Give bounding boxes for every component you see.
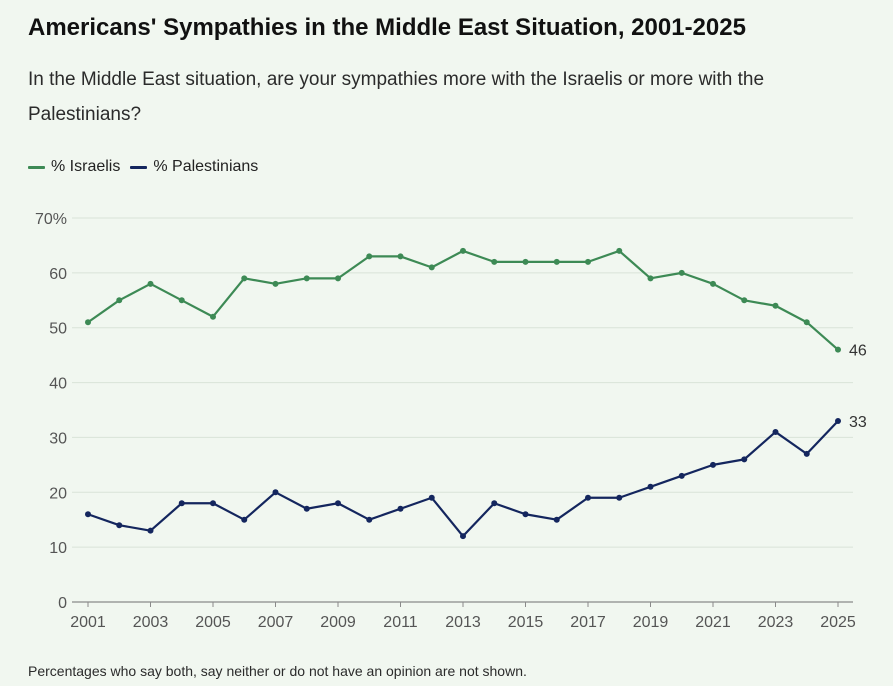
data-point-palestinians-2016 <box>553 516 560 523</box>
x-tick-label-2011: 2011 <box>383 614 418 631</box>
data-point-israelis-2001 <box>85 319 91 326</box>
data-point-israelis-2008 <box>303 275 310 282</box>
data-point-israelis-2025 <box>835 346 841 353</box>
chart-subtitle: In the Middle East situation, are your s… <box>28 69 765 125</box>
data-point-israelis-2024 <box>803 319 810 326</box>
y-tick-label-40: 40 <box>49 376 67 393</box>
legend-label-palestinians: % Palestinians <box>153 158 259 175</box>
data-point-israelis-2021 <box>710 280 716 287</box>
data-point-israelis-2003 <box>147 280 154 287</box>
data-point-israelis-2011 <box>397 253 404 260</box>
legend-item-israelis: % Israelis <box>28 158 120 176</box>
series-line-israelis <box>86 249 840 351</box>
x-tick-label-2021: 2021 <box>695 614 731 631</box>
end-label-israelis: 46 <box>849 343 867 360</box>
data-point-israelis-2013 <box>460 247 466 254</box>
legend-swatch-israelis <box>28 165 45 169</box>
data-point-palestinians-2012 <box>428 494 435 501</box>
data-point-palestinians-2018 <box>616 494 623 501</box>
data-point-israelis-2016 <box>553 258 560 265</box>
data-point-israelis-2007 <box>272 280 279 287</box>
x-tick-label-2013: 2013 <box>445 614 481 631</box>
data-point-palestinians-2006 <box>241 516 248 523</box>
data-point-israelis-2009 <box>335 275 341 282</box>
x-tick-label-2005: 2005 <box>195 614 231 631</box>
data-point-israelis-2012 <box>428 264 435 271</box>
data-point-palestinians-2003 <box>147 527 154 534</box>
y-tick-label-50: 50 <box>49 321 67 338</box>
data-point-israelis-2015 <box>522 258 529 265</box>
y-tick-label-20: 20 <box>49 485 67 502</box>
data-point-israelis-2022 <box>741 297 748 304</box>
legend-swatch-palestinians <box>130 165 148 169</box>
data-point-palestinians-2015 <box>522 511 529 518</box>
data-point-palestinians-2011 <box>397 505 404 512</box>
data-point-israelis-2017 <box>585 258 591 265</box>
end-label-palestinians: 33 <box>849 414 867 431</box>
data-point-palestinians-2020 <box>678 472 685 479</box>
data-point-israelis-2020 <box>678 269 685 276</box>
x-tick-label-2015: 2015 <box>508 614 544 631</box>
data-point-palestinians-2007 <box>272 489 279 496</box>
legend-label-israelis: % Israelis <box>51 158 121 175</box>
data-point-israelis-2023 <box>772 302 779 309</box>
series-line-palestinians <box>86 419 840 538</box>
y-tick-label-60: 60 <box>49 266 67 283</box>
x-tick-label-2017: 2017 <box>570 614 606 631</box>
data-point-israelis-2002 <box>116 297 123 304</box>
data-point-palestinians-2025 <box>835 417 841 424</box>
data-point-palestinians-2024 <box>803 450 810 457</box>
legend-item-palestinians: % Palestinians <box>130 158 258 176</box>
data-point-israelis-2014 <box>491 258 498 265</box>
x-tick-label-2025: 2025 <box>820 614 856 631</box>
data-point-israelis-2010 <box>366 253 373 260</box>
y-tick-label-10: 10 <box>49 540 67 557</box>
x-tick-label-2001: 2001 <box>70 614 106 631</box>
x-tick-label-2007: 2007 <box>258 614 294 631</box>
data-point-palestinians-2022 <box>741 456 748 463</box>
x-tick-label-2019: 2019 <box>633 614 669 631</box>
data-point-palestinians-2021 <box>710 461 716 468</box>
data-point-palestinians-2014 <box>491 500 498 507</box>
data-point-israelis-2005 <box>210 313 216 320</box>
y-tick-label-70: 70% <box>35 211 67 228</box>
chart-footnote: Percentages who say both, say neither or… <box>28 663 527 679</box>
data-point-israelis-2006 <box>241 275 248 282</box>
y-tick-label-0: 0 <box>58 595 67 612</box>
y-tick-label-30: 30 <box>49 430 67 447</box>
data-point-palestinians-2010 <box>366 516 373 523</box>
data-point-palestinians-2004 <box>178 500 185 507</box>
chart-title: Americans' Sympathies in the Middle East… <box>28 14 746 41</box>
data-point-palestinians-2001 <box>85 511 91 518</box>
data-point-palestinians-2009 <box>335 500 341 507</box>
data-point-palestinians-2023 <box>772 428 779 435</box>
data-point-palestinians-2013 <box>460 533 466 540</box>
data-point-palestinians-2002 <box>116 522 123 529</box>
x-tick-label-2009: 2009 <box>320 614 356 631</box>
x-tick-label-2023: 2023 <box>758 614 794 631</box>
data-point-israelis-2019 <box>647 275 654 282</box>
data-point-israelis-2004 <box>178 297 185 304</box>
x-tick-label-2003: 2003 <box>133 614 169 631</box>
chart-legend: % Israelis % Palestinians <box>28 158 268 176</box>
data-point-palestinians-2019 <box>647 483 654 490</box>
data-point-palestinians-2017 <box>585 494 591 501</box>
data-point-israelis-2018 <box>616 247 623 254</box>
data-point-palestinians-2008 <box>303 505 310 512</box>
data-point-palestinians-2005 <box>210 500 216 507</box>
